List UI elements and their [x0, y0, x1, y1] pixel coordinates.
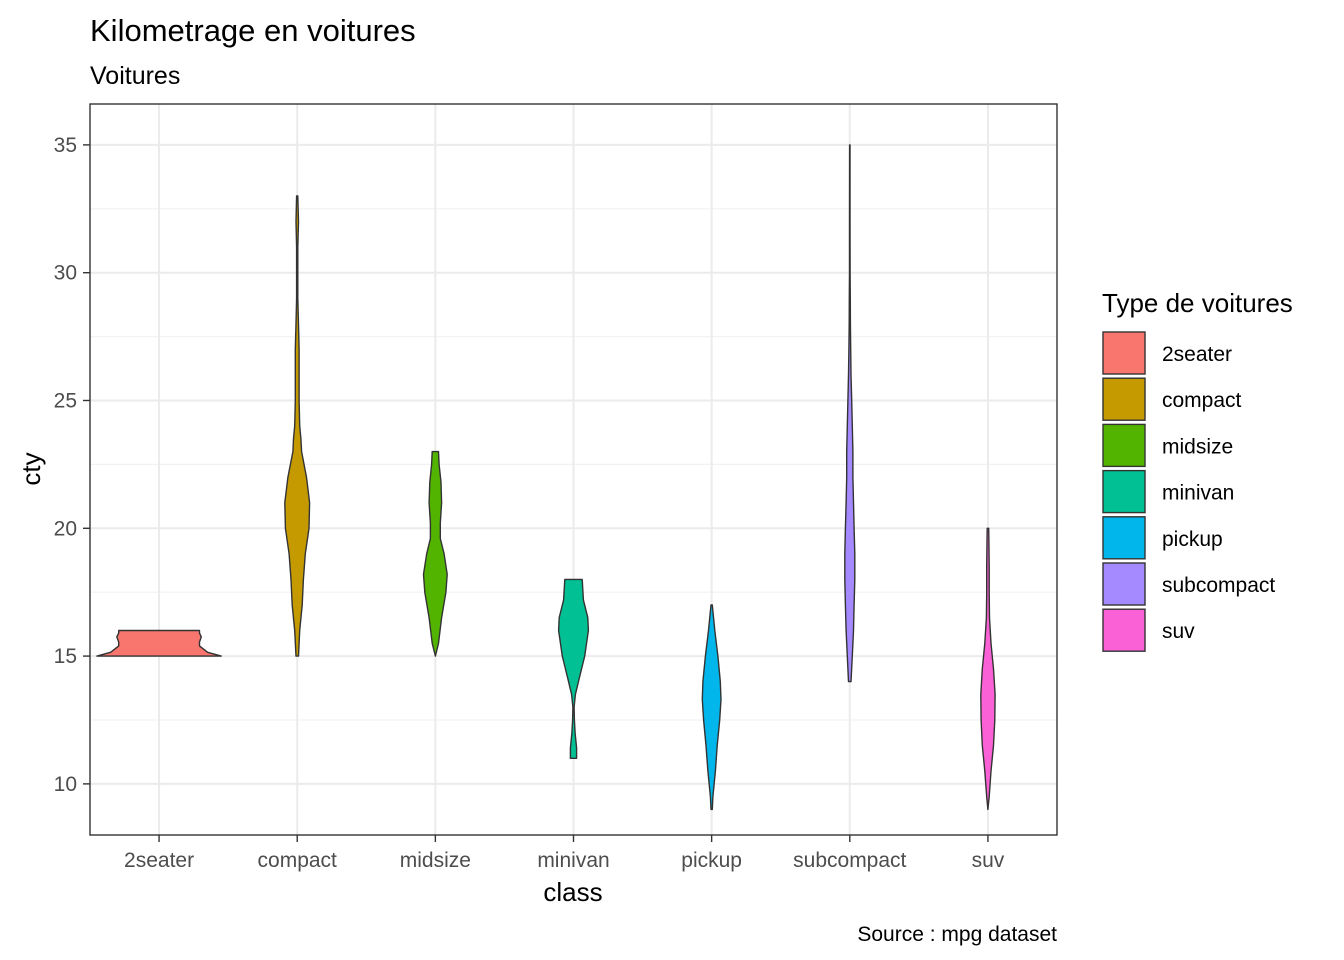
violin-midsize [422, 450, 448, 657]
legend-item-2seater: 2seater [1102, 331, 1232, 375]
x-tick-label-pickup: pickup [681, 849, 742, 872]
legend-item-compact: compact [1102, 377, 1242, 421]
legend-item-midsize: midsize [1102, 423, 1233, 468]
legend-label: subcompact [1162, 574, 1275, 597]
y-tick-label: 35 [54, 134, 77, 157]
legend-title: Type de voitures [1102, 288, 1293, 318]
legend-swatch [1102, 516, 1146, 560]
y-tick-label: 20 [54, 517, 77, 540]
x-tick-label-subcompact: subcompact [793, 849, 906, 872]
violin-2seater [96, 629, 222, 657]
violin-pickup [701, 604, 722, 811]
legend-swatch [1102, 608, 1146, 652]
x-tick-label-2seater: 2seater [124, 849, 194, 872]
legend: 2seater compact midsize minivan pickup subcom… [1102, 331, 1275, 652]
y-tick-label: 25 [54, 389, 77, 412]
legend-swatch [1102, 423, 1146, 468]
legend-label: midsize [1162, 435, 1233, 458]
legend-label: compact [1162, 389, 1242, 412]
violin-subcompact [844, 144, 856, 683]
x-tick-label-suv: suv [972, 849, 1005, 872]
y-axis: 10 15 20 25 30 35 [54, 134, 90, 796]
violin-suv [980, 527, 996, 811]
legend-item-suv: suv [1102, 608, 1195, 652]
legend-item-pickup: pickup [1102, 516, 1223, 560]
x-tick-label-midsize: midsize [400, 849, 471, 872]
legend-label: 2seater [1162, 343, 1232, 366]
caption: Source : mpg dataset [857, 923, 1057, 946]
legend-label: suv [1162, 620, 1195, 643]
x-tick-label-compact: compact [258, 849, 338, 872]
y-axis-title: cty [16, 452, 46, 485]
x-axis-title: class [543, 877, 602, 907]
legend-swatch [1102, 377, 1146, 421]
y-tick-label: 10 [54, 773, 77, 796]
legend-item-subcompact: subcompact [1102, 562, 1275, 606]
violins [96, 144, 996, 811]
x-tick-label-minivan: minivan [537, 849, 609, 872]
legend-item-minivan: minivan [1102, 469, 1234, 514]
chart-title: Kilometrage en voitures [90, 13, 416, 48]
legend-label: pickup [1162, 528, 1223, 551]
legend-swatch [1102, 469, 1146, 514]
violin-compact [284, 195, 311, 657]
y-tick-label: 30 [54, 262, 77, 285]
legend-swatch [1102, 331, 1146, 375]
legend-swatch [1102, 562, 1146, 606]
chart-subtitle: Voitures [90, 62, 180, 90]
legend-label: minivan [1162, 482, 1234, 505]
violin-minivan [557, 578, 590, 759]
y-tick-label: 15 [54, 645, 77, 668]
x-axis: 2seater compact midsize minivan pickup subcom… [124, 835, 1005, 872]
